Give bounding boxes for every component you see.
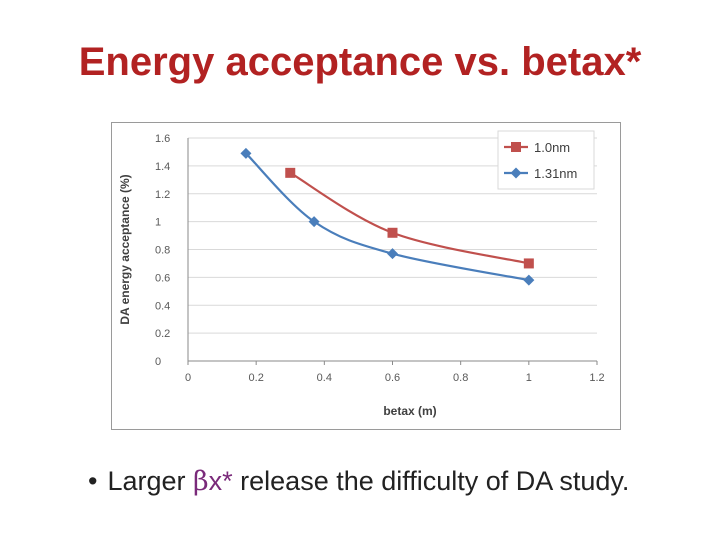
x-tick-label: 0.8	[453, 372, 468, 384]
chart-frame: 0 0.2 0.4 0.6 0.8 1 1.2 1.4 1.6 0 0.2 0.4 0.6 0.8 1 1.2…	[111, 122, 621, 430]
y-tick-label: 0.4	[155, 300, 170, 312]
x-tick-label: 1.2	[589, 372, 604, 384]
y-tick-label: 0.6	[155, 272, 170, 284]
legend-layer: 1.0nm 1.31nm	[497, 130, 595, 190]
y-tick-label: 0.2	[155, 328, 170, 340]
legend-label: 1.0nm	[534, 140, 570, 155]
beta-suffix: x*	[208, 466, 233, 496]
data-point-square	[387, 227, 398, 238]
x-tick-label: 0.2	[249, 372, 264, 384]
data-point-diamond	[387, 248, 398, 260]
data-point-diamond	[308, 216, 320, 228]
data-point-diamond	[523, 274, 535, 286]
x-tick-label: 1	[526, 372, 532, 384]
data-point-diamond	[240, 147, 252, 159]
y-tick-label: 1.2	[155, 189, 170, 201]
y-tick-label: 0	[155, 356, 161, 368]
x-axis-title: betax (m)	[383, 404, 436, 418]
y-tick-label: 1	[155, 217, 161, 229]
legend-swatch-marker	[510, 167, 522, 179]
y-axis-title: DA energy acceptance (%)	[118, 174, 132, 324]
y-tick-label: 1.4	[155, 161, 170, 173]
series-line-1	[245, 152, 530, 282]
slide-title: Energy acceptance vs. betax*	[78, 40, 642, 84]
chart-svg: 0 0.2 0.4 0.6 0.8 1 1.2 1.4 1.6 0 0.2 0.4 0.6 0.8 1 1.2…	[118, 130, 605, 418]
beta-symbol: β	[193, 466, 209, 497]
bullet-rest: release the difficulty of DA study.	[240, 466, 630, 496]
x-tick-label: 0	[185, 372, 191, 384]
bullet-prefix: Larger	[107, 466, 186, 496]
data-point-square	[285, 167, 296, 178]
data-point-square	[523, 258, 534, 269]
x-tick-label: 0.6	[385, 372, 400, 384]
axis-layer: 0 0.2 0.4 0.6 0.8 1 1.2 1.4 1.6 0 0.2 0.4 0.6 0.8 1 1.2…	[118, 133, 605, 418]
x-tick-label: 0.4	[317, 372, 332, 384]
legend-box	[497, 130, 595, 190]
legend-label: 1.31nm	[534, 166, 577, 181]
bullet-marker: •	[88, 466, 98, 496]
y-tick-label: 0.8	[155, 245, 170, 257]
series-layer	[240, 147, 535, 286]
y-tick-label: 1.6	[155, 133, 170, 145]
bullet-text: • Larger βx* release the difficulty of DA…	[88, 466, 708, 497]
legend-swatch-marker	[511, 142, 521, 152]
